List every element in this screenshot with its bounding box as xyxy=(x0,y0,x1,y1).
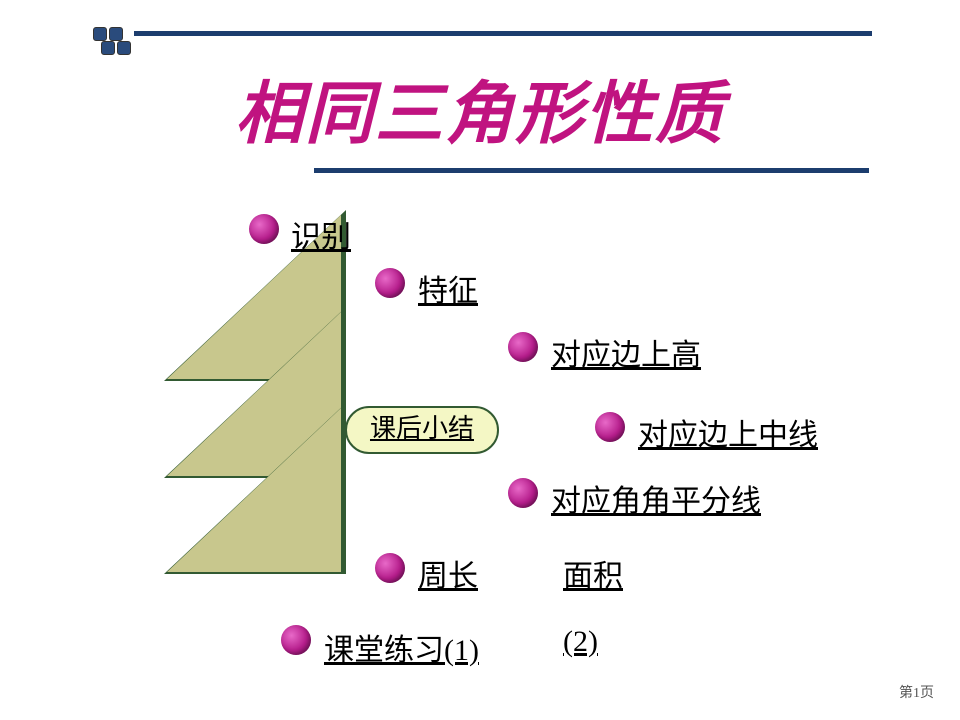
deco-dot xyxy=(101,41,115,55)
bullet-icon xyxy=(249,214,279,244)
page-title: 相同三角形性质 xyxy=(0,58,960,157)
link-zhouchang[interactable]: 周长 xyxy=(418,551,478,595)
slide: 相同三角形性质 课后小结 识别 特征 对应边上高 对应边上中线 对应角角平分线 … xyxy=(0,0,960,720)
triangle xyxy=(167,408,341,572)
link-mianji[interactable]: 面积 xyxy=(563,551,623,595)
link-zhongxian[interactable]: 对应边上中线 xyxy=(638,410,818,454)
bullet-icon xyxy=(595,412,625,442)
link-tezheng[interactable]: 特征 xyxy=(418,266,478,310)
bullet-icon xyxy=(375,553,405,583)
deco-dot xyxy=(109,27,123,41)
bullet-icon xyxy=(375,268,405,298)
bullet-icon xyxy=(508,332,538,362)
link-lianxi2[interactable]: (2) xyxy=(563,625,598,659)
deco-dot xyxy=(93,27,107,41)
link-shibie[interactable]: 识别 xyxy=(291,212,351,256)
deco-dot xyxy=(117,41,131,55)
bullet-icon xyxy=(508,478,538,508)
summary-pill[interactable]: 课后小结 xyxy=(345,406,499,454)
bullet-icon xyxy=(281,625,311,655)
link-lianxi1[interactable]: 课堂练习(1) xyxy=(324,625,479,669)
page-number: 第1页 xyxy=(899,682,934,702)
top-rule xyxy=(134,31,872,36)
title-underline xyxy=(314,168,869,173)
link-pingfen[interactable]: 对应角角平分线 xyxy=(551,476,761,520)
link-gao[interactable]: 对应边上高 xyxy=(551,330,701,374)
